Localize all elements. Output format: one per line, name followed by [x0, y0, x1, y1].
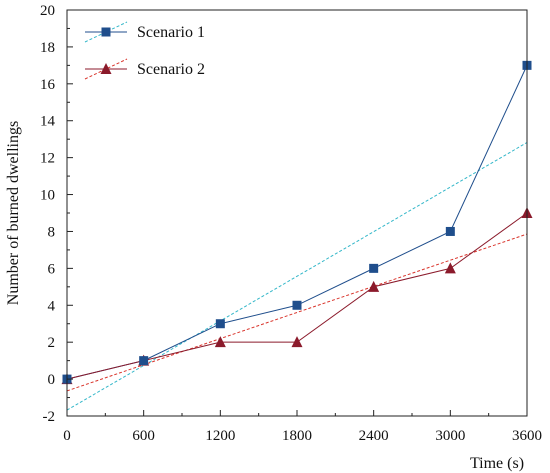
- y-tick-label: 16: [40, 77, 56, 93]
- x-tick-label: 3000: [435, 428, 465, 444]
- y-tick-label: 6: [48, 261, 56, 277]
- legend-marker: [101, 27, 111, 37]
- legend-trend-swatch: [84, 21, 128, 43]
- x-tick-label: 1200: [205, 428, 235, 444]
- y-tick-label: 18: [40, 40, 55, 56]
- y-tick-label: -2: [43, 409, 56, 425]
- y-tick-label: 10: [40, 188, 55, 204]
- legend-marker: [100, 63, 112, 74]
- y-tick-label: 12: [40, 151, 55, 167]
- legend-label-series-2: Scenario 2: [137, 61, 205, 78]
- series-line-2: [66, 212, 528, 380]
- data-point-series-1: [215, 319, 225, 329]
- y-tick-label: 2: [48, 335, 56, 351]
- legend-label-series-1: Scenario 1: [137, 24, 205, 41]
- data-point-series-1: [292, 300, 302, 310]
- y-tick-label: 4: [48, 298, 56, 314]
- plot-frame-layer: [66, 9, 528, 417]
- trendlines-layer: [66, 142, 528, 411]
- data-point-series-2: [291, 336, 303, 348]
- legend-trend-swatch: [84, 58, 128, 80]
- legend: Scenario 1 Scenario 2: [84, 21, 205, 80]
- data-point-series-1: [445, 226, 455, 236]
- series-line-1: [66, 65, 528, 380]
- data-point-series-1: [139, 356, 149, 366]
- x-tick-label: 600: [132, 428, 155, 444]
- trendline-series-1: [66, 142, 528, 411]
- data-point-series-2: [214, 336, 226, 348]
- y-axis-title: Number of burned dwellings: [5, 121, 22, 305]
- data-point-series-2: [444, 262, 456, 274]
- trendline-series-2: [66, 233, 528, 392]
- x-tick-label: 0: [63, 428, 71, 444]
- y-tick-label: 14: [40, 114, 56, 130]
- ticks-layer: [66, 9, 528, 417]
- tick-labels-layer: 0 600 1200 1800 2400 3000 3600 -2 0 2 4 6 8 10 12 14 16 1…: [40, 3, 542, 444]
- series-lines-layer: [66, 65, 528, 380]
- y-tick-label: 8: [48, 224, 56, 240]
- x-axis-title: Time (s): [470, 455, 524, 472]
- x-tick-label: 2400: [359, 428, 389, 444]
- x-tick-label: 3600: [512, 428, 542, 444]
- markers-layer: [61, 60, 533, 385]
- y-tick-label: 0: [48, 372, 56, 388]
- data-point-series-2: [368, 280, 380, 292]
- y-tick-label: 20: [40, 3, 55, 19]
- x-tick-label: 1800: [282, 428, 312, 444]
- plot-frame: [66, 9, 528, 417]
- data-point-series-1: [369, 263, 379, 273]
